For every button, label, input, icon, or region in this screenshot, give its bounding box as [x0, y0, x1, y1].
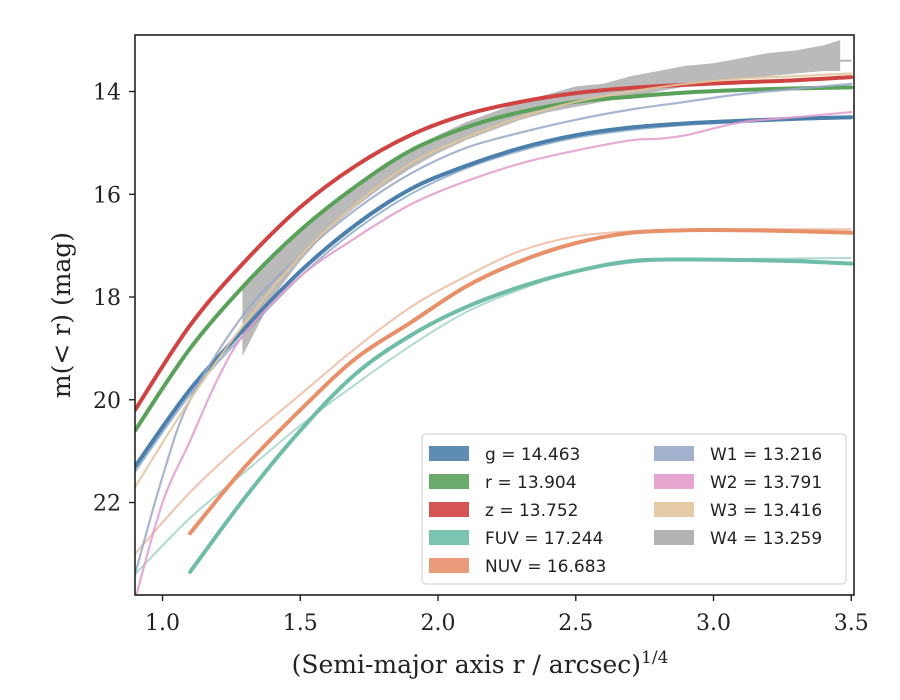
legend-label-g: g = 14.463 — [485, 445, 580, 465]
series-layer — [135, 40, 854, 595]
legend-label-z: z = 13.752 — [485, 501, 578, 521]
series-line-z — [135, 75, 854, 412]
series-line-nuv — [188, 227, 854, 536]
x-tick-label: 2.0 — [421, 611, 456, 636]
legend-label-w4: W4 = 13.259 — [710, 529, 822, 549]
y-tick-label: 20 — [93, 389, 121, 414]
y-axis: 14 16 18 20 22 — [93, 81, 135, 517]
series-line-r — [135, 85, 854, 433]
legend-label-w2: W2 = 13.791 — [710, 473, 822, 493]
x-tick-label: 3.0 — [696, 611, 731, 636]
legend-swatch-fuv — [429, 530, 469, 545]
x-axis: 1.0 1.5 2.0 2.5 3.0 3.5 — [145, 595, 869, 636]
y-tick-label: 14 — [93, 81, 121, 106]
legend: g = 14.463 r = 13.904 z = 13.752 FUV = 17.2… — [421, 433, 847, 585]
x-tick-label: 1.0 — [145, 611, 180, 636]
legend-label-nuv: NUV = 16.683 — [485, 557, 606, 577]
series-band-w4 — [242, 40, 841, 357]
plot-area — [135, 40, 854, 595]
y-tick-label: 16 — [93, 183, 121, 208]
legend-swatch-z — [429, 502, 469, 517]
series-line-fuv — [188, 257, 854, 574]
legend-swatch-w1 — [654, 446, 694, 461]
legend-swatch-w2 — [654, 474, 694, 489]
x-tick-label: 3.5 — [834, 611, 869, 636]
series-line-g — [135, 115, 854, 469]
legend-swatch-r — [429, 474, 469, 489]
y-axis-label: m(< r) (mag) — [47, 232, 76, 398]
x-tick-label: 2.5 — [558, 611, 593, 636]
legend-label-r: r = 13.904 — [485, 473, 577, 493]
x-axis-label: (Semi-major axis r / arcsec)1/4 — [292, 648, 669, 679]
y-tick-label: 22 — [93, 492, 121, 517]
legend-label-fuv: FUV = 17.244 — [485, 529, 603, 549]
legend-label-w1: W1 = 13.216 — [710, 445, 822, 465]
x-tick-label: 1.5 — [283, 611, 318, 636]
series-line-w2 — [135, 111, 853, 595]
legend-box — [421, 433, 847, 585]
legend-items: g = 14.463 r = 13.904 z = 13.752 FUV = 17.2… — [429, 445, 822, 577]
plot-frame — [134, 34, 855, 596]
legend-swatch-w4 — [654, 530, 694, 545]
series-line-w3 — [135, 72, 853, 489]
legend-label-w3: W3 = 13.416 — [710, 501, 822, 521]
legend-swatch-nuv — [429, 558, 469, 573]
y-tick-label: 18 — [93, 286, 121, 311]
legend-swatch-w3 — [654, 502, 694, 517]
legend-swatch-g — [429, 446, 469, 461]
